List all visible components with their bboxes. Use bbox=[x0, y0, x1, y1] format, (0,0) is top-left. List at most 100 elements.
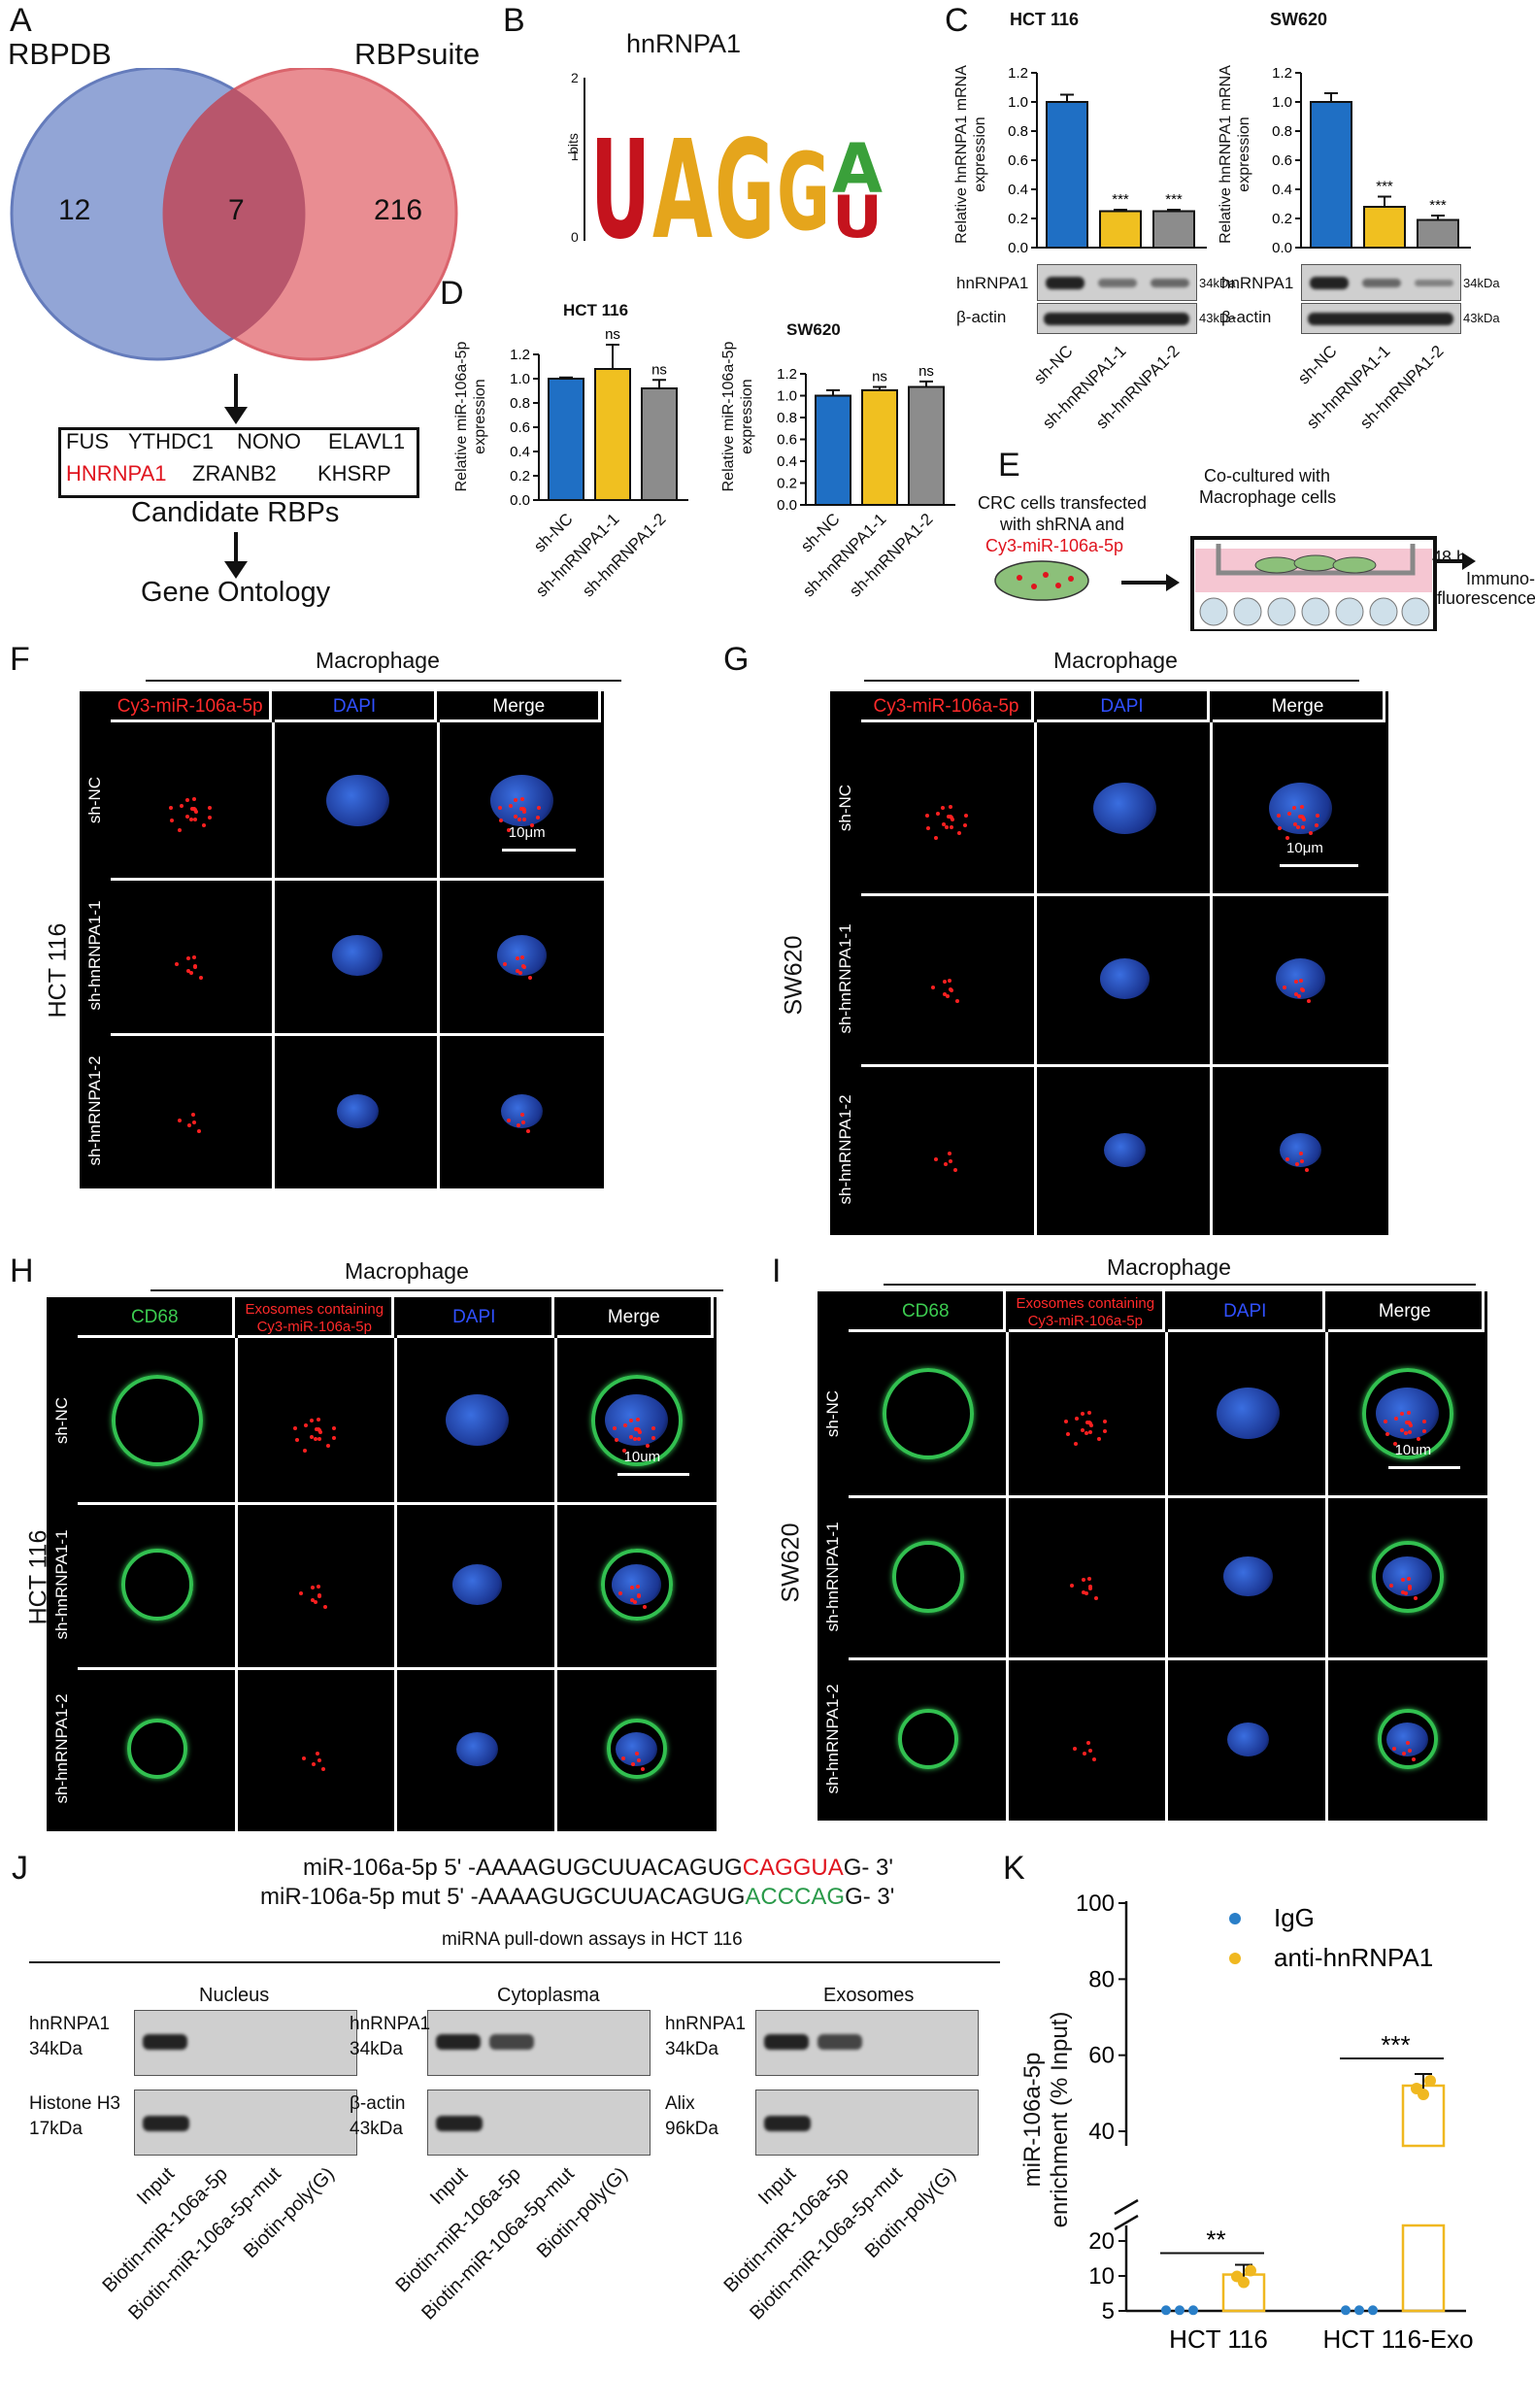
cd68-stain bbox=[898, 1709, 959, 1770]
cy3-dot bbox=[1080, 1412, 1085, 1417]
blot-hnrnpa1 bbox=[755, 2010, 979, 2076]
sequence-logo: U A G G A U bbox=[584, 78, 883, 243]
y-tick-label: 1.0 bbox=[1272, 94, 1292, 111]
cy3-dot bbox=[941, 806, 946, 811]
row-label: sh-hnRNPA1-1 bbox=[823, 1521, 842, 1632]
rbp-nono: NONO bbox=[237, 429, 301, 453]
cy3-dot bbox=[294, 1438, 299, 1443]
schematic-line2: with shRNA and bbox=[1000, 515, 1125, 534]
cy3-dot bbox=[1084, 1430, 1088, 1435]
channel-header: Merge bbox=[1213, 691, 1385, 722]
macrophage-label: Macrophage bbox=[345, 1258, 469, 1284]
cy3-dot bbox=[1096, 1437, 1101, 1442]
channel-header: Merge bbox=[1327, 1291, 1485, 1332]
igg-point bbox=[1175, 2305, 1185, 2316]
candidate-rbp-box bbox=[58, 427, 419, 498]
scale-bar bbox=[1279, 864, 1359, 867]
macrophage-label: Macrophage bbox=[316, 648, 440, 673]
y-tick-label: 0.0 bbox=[1008, 240, 1028, 256]
cy3-dot bbox=[311, 1586, 316, 1590]
cy3-dot bbox=[1399, 1412, 1404, 1417]
blot-band bbox=[1308, 313, 1453, 325]
cy3-dot bbox=[945, 824, 950, 829]
cy3-dot bbox=[1305, 1167, 1310, 1172]
cy3-dot bbox=[515, 956, 519, 961]
cy3-dot bbox=[1088, 1430, 1093, 1435]
cy3-dot bbox=[632, 1437, 637, 1442]
row-label: sh-hnRNPA1-2 bbox=[52, 1693, 71, 1804]
cy3-dot bbox=[628, 1435, 633, 1440]
nucleus-stain bbox=[1226, 1722, 1269, 1756]
y-tick-label: 0.4 bbox=[777, 453, 797, 470]
cy3-dot bbox=[1405, 1420, 1410, 1424]
cy3-dot bbox=[1300, 824, 1305, 829]
venn-diagram bbox=[10, 68, 458, 361]
blot-band bbox=[436, 2116, 483, 2131]
cy3-dot bbox=[948, 979, 952, 984]
bar bbox=[1363, 206, 1406, 249]
cy3-dot bbox=[198, 975, 203, 980]
blot-c1-hnrnpa1-label: hnRNPA1 bbox=[956, 274, 1029, 292]
cy3-dot bbox=[170, 818, 175, 822]
cy3-dot bbox=[942, 980, 947, 985]
cy3-dot bbox=[530, 823, 535, 828]
cy3-dot bbox=[1392, 1746, 1397, 1751]
cy3-dot bbox=[169, 806, 174, 810]
fraction-cytoplasma: Cytoplasma bbox=[497, 1985, 600, 2006]
seq-mut-suffix: G- 3' bbox=[845, 1884, 895, 1910]
cy3-dot bbox=[936, 811, 941, 816]
chart-c2: 1.2 1.0 0.8 0.6 0.4 0.2 0.0 *** *** bbox=[1272, 65, 1471, 256]
x-category-label: HCT 116-Exo bbox=[1322, 2324, 1473, 2354]
cy3-dot bbox=[1086, 1741, 1091, 1746]
fluorescence-grid-i: CD68 Exosomes containing Cy3-miR-106a-5p DA… bbox=[818, 1291, 1487, 1821]
row-label: sh-NC bbox=[52, 1396, 71, 1444]
nucleus-stain bbox=[455, 1731, 498, 1766]
nucleus-stain bbox=[496, 935, 547, 976]
nucleus-stain bbox=[1275, 958, 1326, 999]
arrow-down-icon bbox=[224, 374, 248, 424]
blot-c1-actin-label: β-actin bbox=[956, 308, 1007, 326]
cy3-dot bbox=[1292, 822, 1297, 827]
cy3-dot bbox=[1299, 979, 1304, 984]
seq-wt-suffix: G- 3' bbox=[843, 1855, 893, 1881]
blot-band bbox=[489, 2034, 534, 2050]
cy3-dot bbox=[207, 816, 212, 820]
y-tick-label: 1.2 bbox=[1272, 65, 1292, 82]
header-rule bbox=[29, 1961, 1000, 1963]
cy3-dot bbox=[197, 1128, 202, 1133]
lane-label: Input bbox=[132, 2163, 179, 2210]
cy3-dot bbox=[509, 803, 514, 808]
blot-kda: 34kDa bbox=[665, 2039, 718, 2059]
anti-hnrnpa1-point bbox=[1424, 2075, 1436, 2087]
cy3-dot bbox=[945, 993, 950, 998]
sequence-mut: miR-106a-5p mut 5' -AAAAGUGCUUACAGUGACCC… bbox=[260, 1884, 894, 1911]
cy3-dot bbox=[930, 986, 935, 989]
channel-header: CD68 bbox=[849, 1291, 1006, 1332]
cy3-dot bbox=[943, 992, 948, 997]
seq-wt-prefix: miR-106a-5p 5' -AAAAGUGCUUACAGUG bbox=[303, 1855, 743, 1881]
venn-right-count: 216 bbox=[374, 194, 423, 226]
y-tick-label: 0.8 bbox=[1008, 123, 1028, 140]
candidate-rbps-label: Candidate RBPs bbox=[131, 497, 340, 528]
cd68-stain bbox=[590, 1374, 683, 1466]
channel-header: DAPI bbox=[1168, 1291, 1325, 1332]
cy3-dot bbox=[1404, 1591, 1409, 1596]
channel-header: Exosomes containing Cy3-miR-106a-5p bbox=[237, 1297, 394, 1338]
cy3-dot bbox=[313, 1437, 317, 1442]
scale-bar-label: 10um bbox=[1394, 1441, 1432, 1458]
y-tick-label: 0.6 bbox=[777, 432, 797, 449]
lane-label: Input bbox=[425, 2163, 472, 2210]
cy3-dot bbox=[933, 1156, 938, 1161]
cy3-dot bbox=[950, 818, 954, 821]
cy3-dot bbox=[506, 1118, 511, 1122]
cy3-dot bbox=[948, 1152, 952, 1156]
cy3-dot bbox=[651, 1435, 655, 1440]
igg-point bbox=[1161, 2305, 1171, 2316]
cd68-stain bbox=[1377, 1709, 1438, 1770]
significance-label: *** bbox=[1112, 191, 1129, 208]
cy3-dot bbox=[178, 1118, 183, 1122]
fraction-nucleus: Nucleus bbox=[199, 1985, 270, 2006]
lane-label: sh-hnRNPA1-2 bbox=[846, 510, 937, 601]
igg-point bbox=[1354, 2305, 1364, 2316]
cy3-dot bbox=[316, 1585, 320, 1589]
